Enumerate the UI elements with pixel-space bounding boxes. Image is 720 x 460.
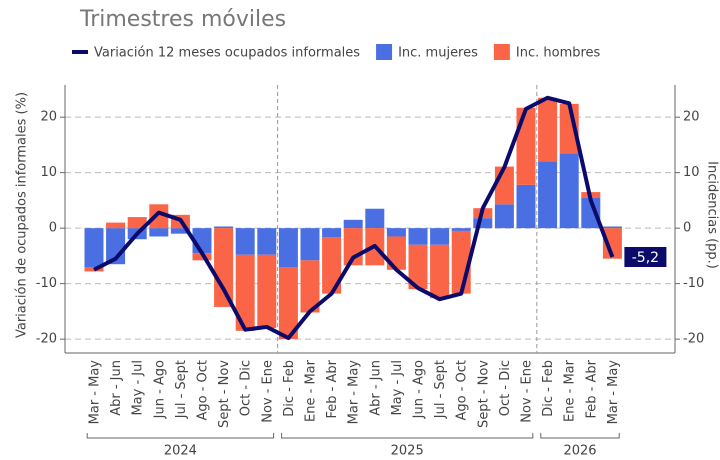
y2-tick-label: 10 [683,165,700,180]
legend-swatch [376,44,393,60]
x-tick-label: Ene - Mar [563,359,578,422]
bar [538,161,558,229]
y-tick-label: 10 [40,165,57,180]
x-tick-label: Jun - Ago [412,360,427,419]
group-bracket [281,433,534,439]
legend-label: Variación 12 meses ocupados informales [94,46,360,61]
bar [170,228,190,234]
bar [538,97,558,162]
bar [430,228,450,245]
bar [149,204,169,229]
group-bracket [86,433,275,439]
bar [235,228,255,255]
y2-tick-label: 20 [683,110,700,125]
x-tick-label: Jun - Ago [152,360,167,419]
x-tick-label: Ene - Mar [304,359,319,422]
value-label-box [624,247,667,268]
line [93,95,615,341]
bar [516,184,536,229]
y2-tick-label: -10 [683,276,704,291]
bar [602,226,622,229]
bar [365,208,385,229]
bar [235,254,255,331]
bar [257,254,277,329]
bar [473,218,493,229]
bar [602,228,622,259]
group-bracket [540,433,620,439]
x-tick-label: Ago - Oct [455,360,470,421]
bar [430,244,450,299]
y-tick-label: 0 [49,221,57,236]
legend-label: Inc. mujeres [398,46,478,61]
bar [559,153,579,229]
bar [278,228,298,267]
y2-axis-label: Incidencias (pp.) [705,161,720,269]
y-axis-label: Variación de ocupados informales (%) [15,92,30,338]
value-label: -5,2 [632,250,659,266]
legend-label: Inc. hombres [516,46,601,61]
y2-tick-label: -20 [683,332,704,347]
group-label: 2025 [391,444,424,459]
y2-tick-label: 0 [683,221,691,236]
x-tick-label: Feb - Abr [325,359,340,418]
x-tick-label: Mar - May [347,360,362,425]
bar [408,244,428,290]
x-tick-label: Sept - Nov [476,360,491,428]
x-tick-label: Dic - Feb [541,360,556,417]
bar [408,228,428,245]
bar [106,222,126,229]
y-tick-label: 20 [40,110,57,125]
x-tick-label: Oct - Dic [498,360,513,416]
bar [149,228,169,237]
x-tick-label: Nov - Ene [260,360,275,423]
x-tick-label: Mar - May [606,360,621,425]
bar [300,260,320,313]
bar [343,219,363,229]
chart-subtitle: Trimestres móviles [79,7,286,32]
bar [322,237,342,294]
x-tick-label: Abr - Jun [368,360,383,416]
bar [581,197,601,229]
bar [516,107,536,185]
x-tick-label: Jul - Sept [174,360,189,419]
bar [127,217,147,229]
y-tick-label: -10 [36,276,57,291]
bar [257,228,277,255]
x-tick-label: Nov - Ene [520,360,535,423]
bar [451,228,471,231]
group-label: 2026 [563,444,596,459]
x-tick-label: May - Jul [390,360,405,416]
legend-swatch [493,44,510,60]
bar [322,228,342,238]
x-tick-label: Oct - Dic [239,360,254,416]
bar [300,228,320,261]
x-tick-label: Mar - May [88,360,103,425]
bar [386,236,406,270]
x-tick-label: May - Jul [131,360,146,416]
bar [494,166,514,205]
x-tick-label: Feb - Abr [584,359,599,418]
x-tick-label: Ago - Oct [196,360,211,421]
y-tick-label: -20 [36,332,57,347]
bar [278,266,298,340]
x-tick-label: Abr - Jun [109,360,124,416]
bar [386,228,406,237]
bar [214,226,234,229]
bar [494,204,514,229]
x-tick-label: Dic - Feb [282,360,297,417]
x-tick-label: Jul - Sept [433,360,448,419]
group-label: 2024 [164,444,197,459]
x-tick-label: Sept - Nov [217,360,232,428]
bar [214,228,234,307]
bar [84,228,104,267]
